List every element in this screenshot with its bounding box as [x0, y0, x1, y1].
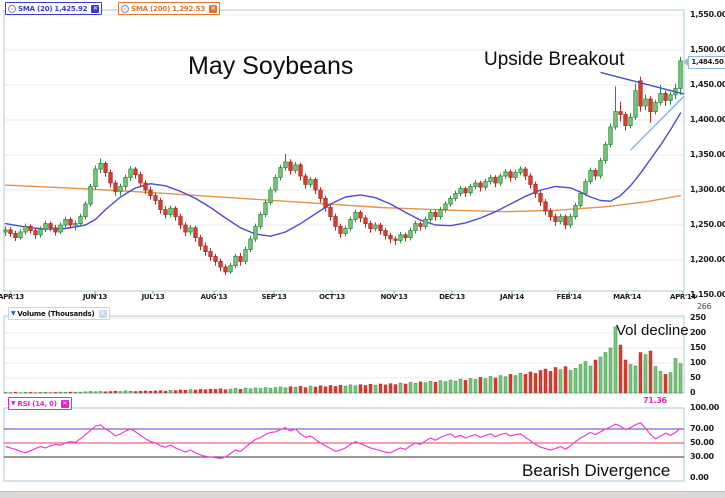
axis-label: 1,450.00	[690, 80, 725, 89]
close-icon[interactable]: ✕	[209, 4, 218, 13]
axis-label: DEC'13	[439, 293, 465, 301]
axis-label: 1,500.00	[690, 45, 725, 54]
sma200-legend-chip[interactable]: SMA (200) 1,292.53 ✕	[118, 2, 221, 15]
axis-label: AUG'13	[200, 293, 228, 301]
axis-label: MAR'14	[613, 293, 641, 301]
rsi-readout: 71.36	[643, 396, 667, 405]
axis-label: JUL'13	[141, 293, 165, 301]
volume-annotation: Vol decline	[616, 322, 689, 339]
axis-label: 1,200.00	[690, 255, 725, 264]
breakout-annotation: Upside Breakout	[484, 49, 625, 70]
window-bottom-edge	[0, 491, 725, 498]
volume-label: Volume (Thousands)	[17, 309, 95, 318]
indicator-dot-icon	[8, 4, 16, 13]
sma20-legend-chip[interactable]: SMA (20) 1,425.92 ✕	[5, 2, 103, 15]
axis-label: JUN'13	[82, 293, 108, 301]
divergence-annotation: Bearish Divergence	[522, 461, 671, 480]
axis-label: 1,150.00	[690, 290, 725, 299]
axis-label: 0	[690, 388, 696, 397]
axis-label: NOV'13	[380, 293, 408, 301]
axis-label: JAN'14	[500, 293, 524, 301]
volume-readout: 266	[697, 302, 712, 311]
indicator-dot-icon	[121, 4, 129, 13]
sma20-label: SMA (20)	[18, 4, 53, 13]
axis-label: 0.00	[690, 473, 709, 482]
axis-label: APR'13	[0, 293, 25, 301]
axis-label: 200	[690, 328, 706, 337]
sma200-value: 1,292.53	[172, 4, 206, 13]
volume-legend-chip[interactable]: ▼ Volume (Thousands) ✕	[8, 307, 110, 320]
rsi-label: RSI (14, 0)	[17, 399, 57, 408]
close-icon[interactable]: ✕	[60, 399, 69, 408]
axis-label: 1,400.00	[690, 115, 725, 124]
close-icon[interactable]: ✕	[91, 4, 100, 13]
collapse-triangle-icon[interactable]: ▼	[11, 309, 16, 317]
axis-label: 1,550.00	[690, 10, 725, 19]
axis-label: OCT'13	[319, 293, 345, 301]
chart-title: May Soybeans	[188, 52, 354, 80]
axis-label: SEP'13	[261, 293, 287, 301]
sma200-label: SMA (200)	[131, 4, 171, 13]
axis-label: FEB'14	[556, 293, 582, 301]
axis-label: 30.00	[690, 452, 714, 461]
rsi-legend-chip[interactable]: ▼ RSI (14, 0) ✕	[8, 397, 72, 410]
axis-label: 150	[690, 343, 706, 352]
axis-label: 1,250.00	[690, 220, 725, 229]
axis-label: 1,350.00	[690, 150, 725, 159]
axis-label: 100	[690, 358, 706, 367]
close-icon[interactable]: ✕	[98, 309, 107, 318]
axis-label: 70.00	[690, 424, 714, 433]
axis-label: 50.00	[690, 438, 714, 447]
collapse-triangle-icon[interactable]: ▼	[11, 399, 16, 407]
sma20-value: 1,425.92	[54, 4, 88, 13]
axis-label: 100.00	[690, 403, 720, 412]
axis-label: 250	[690, 313, 706, 322]
axis-label: 50	[690, 373, 701, 382]
axis-label: APR'14	[669, 293, 697, 301]
axis-label: 1,300.00	[690, 185, 725, 194]
last-price-tag: 1,484.50	[683, 56, 725, 69]
